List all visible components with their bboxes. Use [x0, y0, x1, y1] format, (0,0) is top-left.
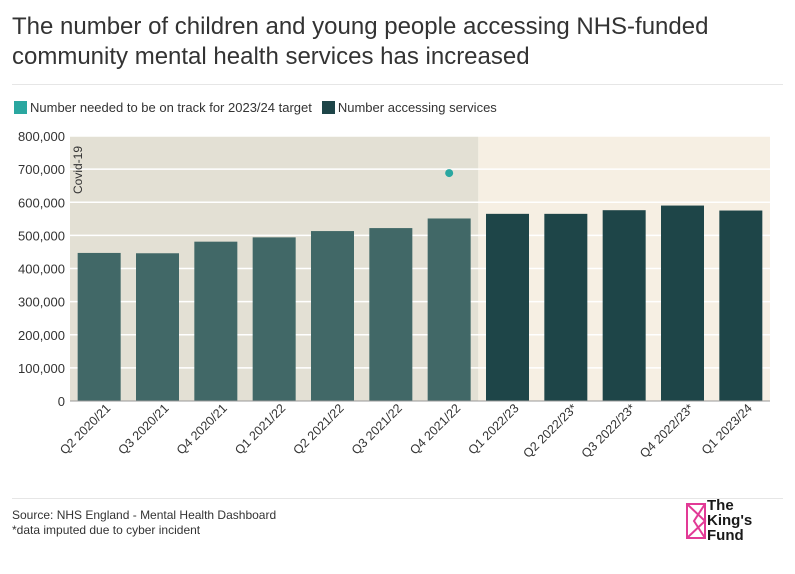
bar [77, 252, 121, 401]
x-tick-label: Q3 2021/22 [349, 401, 405, 457]
x-tick-label: Q3 2022/23* [579, 401, 639, 461]
logo-line-3: Fund [707, 527, 744, 544]
logo-line-2: King's [707, 512, 753, 529]
y-tick-label: 200,000 [18, 328, 65, 343]
bar [369, 228, 413, 401]
legend-label-target: Number needed to be on track for 2023/24… [30, 100, 312, 115]
legend-swatch-target [14, 101, 27, 114]
x-tick-label: Q1 2021/22 [232, 401, 288, 457]
y-tick-label: 700,000 [18, 162, 65, 177]
covid-label: Covid-19 [71, 146, 85, 194]
bar [719, 210, 763, 401]
source-note: Source: NHS England - Mental Health Dash… [12, 508, 276, 538]
legend-item-target: Number needed to be on track for 2023/24… [14, 100, 312, 115]
logo-line-1: The [707, 497, 734, 514]
x-tick-label: Q1 2022/23 [466, 401, 522, 457]
x-tick-label: Q4 2020/21 [174, 401, 230, 457]
x-tick-label: Q2 2021/22 [291, 401, 347, 457]
bar [252, 237, 296, 401]
x-tick-label: Q4 2022/23* [637, 401, 697, 461]
logo-wordmark: The King's Fund [707, 498, 752, 543]
y-tick-label: 800,000 [18, 129, 65, 144]
x-tick-label: Q3 2020/21 [116, 401, 172, 457]
bar-chart: 0 100,000 200,000 300,000 400,000 500,000 600,… [18, 129, 770, 461]
x-tick-label: Q2 2022/23* [520, 401, 580, 461]
footer-divider [12, 498, 783, 499]
x-tick-label: Q4 2021/22 [407, 401, 463, 457]
bar [486, 213, 529, 401]
x-tick-label: Q2 2020/21 [57, 401, 113, 457]
y-tick-label: 600,000 [18, 195, 65, 210]
y-tick-label: 300,000 [18, 295, 65, 310]
kings-fund-logo-icon [686, 503, 707, 539]
target-dot [445, 169, 454, 178]
bar [661, 205, 704, 401]
bar [544, 213, 588, 401]
legend-label-accessing: Number accessing services [337, 100, 497, 115]
legend-item-accessing: Number accessing services [321, 100, 497, 115]
bar [602, 210, 646, 401]
y-tick-label: 400,000 [18, 262, 65, 277]
bar [311, 231, 354, 401]
x-tick-label: Q1 2023/24 [699, 401, 755, 457]
source-text: Source: NHS England - Mental Health Dash… [12, 508, 277, 522]
y-tick-label: 100,000 [18, 361, 65, 376]
legend: Number needed to be on track for 2023/24… [14, 100, 507, 115]
title-divider [12, 84, 783, 85]
chart-title: The number of children and young people … [12, 13, 709, 70]
legend-swatch-accessing [321, 101, 335, 114]
bar [194, 241, 238, 401]
bar [136, 253, 179, 401]
y-tick-label: 500,000 [18, 228, 65, 243]
imputed-note: *data imputed due to cyber incident [12, 523, 201, 537]
y-tick-label: 0 [58, 394, 65, 409]
bar [427, 218, 471, 401]
